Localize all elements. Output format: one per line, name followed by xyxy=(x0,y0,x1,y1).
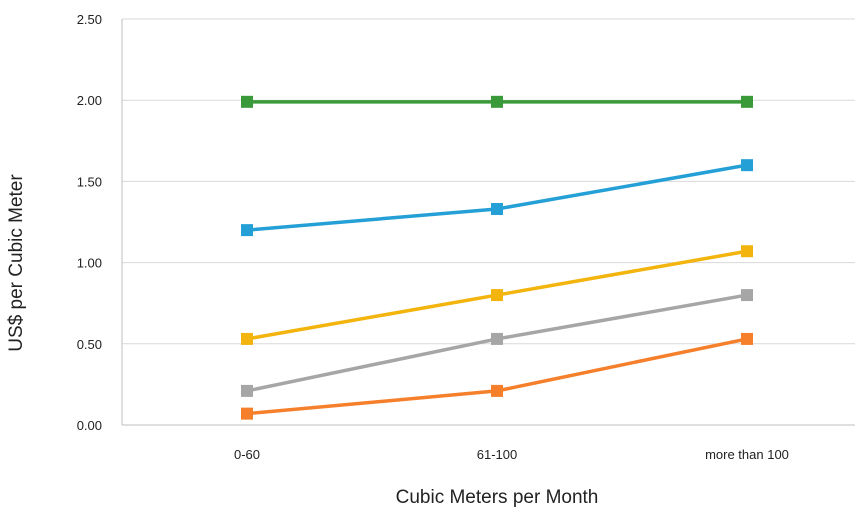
y-tick-label: 0.50 xyxy=(77,337,102,352)
gridlines xyxy=(121,18,855,426)
y-tick-label: 2.50 xyxy=(77,12,102,27)
series-2-point-3 xyxy=(741,159,753,172)
series-2-point-1 xyxy=(241,224,253,237)
series-5-point-3 xyxy=(741,332,753,345)
y-tick-label: 0.00 xyxy=(77,418,102,433)
series-4-point-3 xyxy=(741,289,753,302)
y-tick-label: 1.50 xyxy=(77,174,102,189)
series-line-2 xyxy=(246,163,748,232)
y-axis-ticks: 0.00 0.50 1.00 1.50 2.00 2.50 xyxy=(77,12,102,433)
x-tick-label: more than 100 xyxy=(705,447,789,462)
x-axis-title: Cubic Meters per Month xyxy=(396,487,599,508)
series-2-point-2 xyxy=(491,203,503,216)
series-4-point-2 xyxy=(491,332,503,345)
series-group xyxy=(241,95,753,420)
x-axis-ticks: 0-60 61-100 more than 100 xyxy=(234,447,789,462)
series-3-point-2 xyxy=(491,289,503,302)
y-axis-title: US$ per Cubic Meter xyxy=(6,174,27,352)
series-1-point-3 xyxy=(741,95,753,108)
series-1-point-2 xyxy=(491,95,503,108)
x-tick-label: 61-100 xyxy=(477,447,517,462)
series-5-point-1 xyxy=(241,407,253,420)
series-1-point-1 xyxy=(241,95,253,108)
x-tick-label: 0-60 xyxy=(234,447,260,462)
series-3-point-3 xyxy=(741,245,753,258)
series-4-point-1 xyxy=(241,384,253,397)
y-tick-label: 1.00 xyxy=(77,256,102,271)
y-tick-label: 2.00 xyxy=(77,93,102,108)
series-5-point-2 xyxy=(491,384,503,397)
series-3-point-1 xyxy=(241,332,253,345)
